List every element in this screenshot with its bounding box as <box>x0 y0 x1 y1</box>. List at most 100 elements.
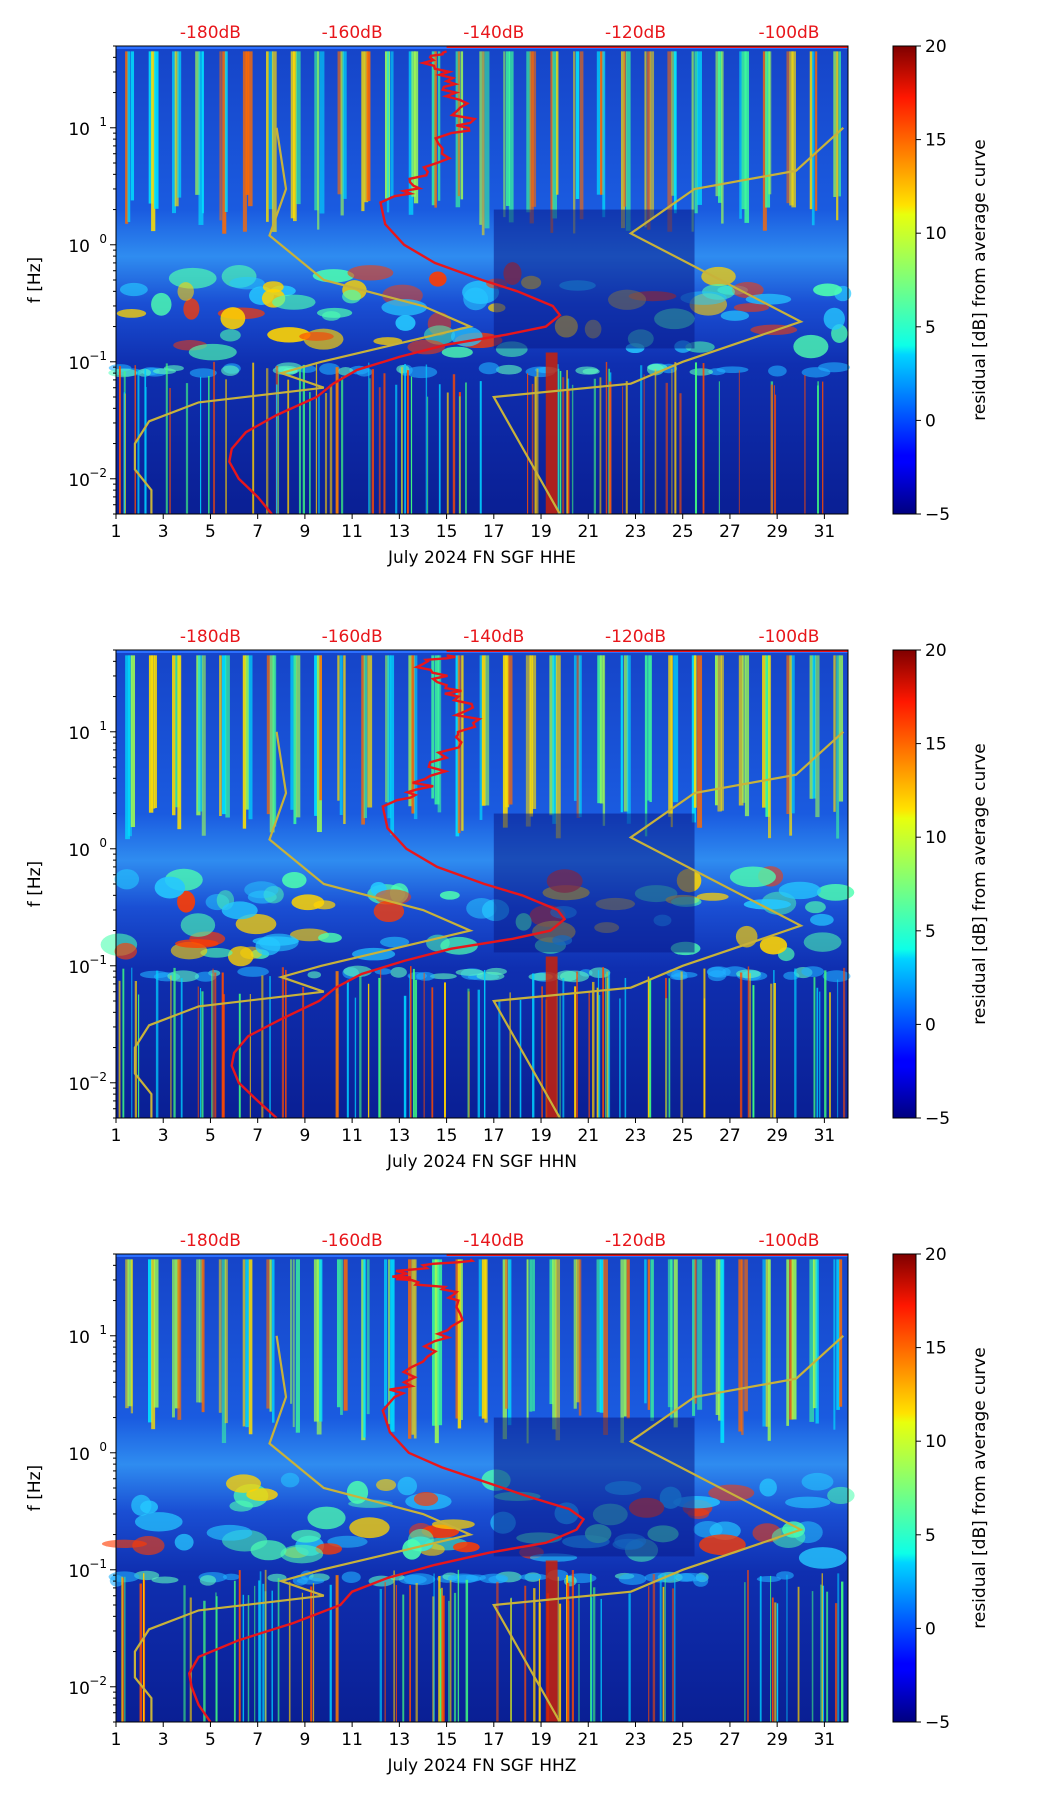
spectrogram-streak <box>507 1259 512 1426</box>
spectrogram-streak <box>532 655 537 809</box>
spectrogram-streak <box>411 51 416 197</box>
spectrogram-streak <box>767 1259 771 1441</box>
colorbar-tick-label: 5 <box>925 318 936 338</box>
spectrogram-streak <box>127 1259 133 1407</box>
spectrogram-streak <box>384 1259 388 1406</box>
colorbar-tick-label: 0 <box>925 411 936 431</box>
colorbar-tick-label: 20 <box>925 641 947 661</box>
spectrogram-streak <box>125 51 129 224</box>
microseism-blob <box>227 946 254 967</box>
microseism-blob <box>318 932 342 943</box>
spectrogram-streak <box>431 655 435 799</box>
spectrogram-streak <box>579 51 584 220</box>
spectrogram-streaks <box>125 51 841 236</box>
transient-line <box>438 1575 441 1722</box>
spectrogram-streak <box>455 1259 459 1419</box>
transient-line <box>592 1587 596 1722</box>
transient-line <box>238 993 241 1118</box>
spectrogram-streak <box>791 51 796 208</box>
microseism-blob <box>733 303 770 312</box>
microseism-blob <box>395 314 416 331</box>
microseism-blob <box>226 1474 262 1493</box>
spectrogram-streak <box>809 1259 815 1422</box>
spectrogram-streak <box>623 51 627 207</box>
microseism-blob <box>347 265 394 281</box>
y-tick-label: 10 <box>68 471 90 491</box>
colorbar: 20 15 10 5 0 −5 residual [dB] from average cur… <box>892 1245 990 1733</box>
transient-line <box>609 381 612 514</box>
spectrogram-streak <box>245 1259 250 1428</box>
spectrogram-streak <box>650 1259 654 1421</box>
microseism-blob <box>267 327 311 343</box>
microseism-blob <box>720 310 750 321</box>
microseism-blob <box>706 966 726 978</box>
y-tick-label: 10 <box>68 120 90 140</box>
spectrogram-streak <box>201 655 206 836</box>
spectrogram-streak <box>715 51 721 197</box>
y-tick-label: 10 <box>68 1445 90 1465</box>
x-tick-label: 17 <box>483 522 505 542</box>
microseism-blob <box>219 329 241 342</box>
spectrogram-streak <box>177 1259 182 1420</box>
microseism-blob <box>519 1573 549 1581</box>
spectrogram-streak <box>786 1259 790 1426</box>
spectrogram-streak <box>549 1259 554 1405</box>
spectrogram-streak <box>741 655 746 803</box>
spectrogram-streak <box>744 1259 748 1412</box>
y-tick-label: 10 <box>68 841 90 861</box>
top-db-label: -160dB <box>322 23 383 43</box>
spectrogram-streak <box>673 1259 678 1428</box>
microseism-blob <box>244 881 279 899</box>
spectrogram-streak <box>762 51 767 231</box>
transient-line <box>212 968 214 1118</box>
spectrogram-streak <box>437 655 442 813</box>
spectrogram-streak <box>836 51 839 221</box>
transient-line <box>536 368 539 514</box>
transient-line <box>252 362 255 514</box>
spectrogram-streak <box>668 655 672 817</box>
low-frequency-transients <box>118 956 846 1118</box>
microseism-blob <box>167 970 200 982</box>
microseism-blob <box>390 966 407 978</box>
transient-line <box>648 979 652 1118</box>
top-db-label: -140dB <box>463 23 524 43</box>
spectrogram-streak <box>484 1259 488 1423</box>
transient-line <box>384 1582 386 1722</box>
transient-line <box>118 366 121 514</box>
transient-line <box>301 1592 303 1722</box>
top-db-axis: -180dB -160dB -140dB -120dB -100dB <box>180 23 820 43</box>
y-axis-label: f [Hz] <box>25 1465 45 1511</box>
transient-line <box>759 1576 762 1722</box>
spectrogram-streak <box>148 655 154 813</box>
transient-line <box>371 369 375 514</box>
spectrogram-streak <box>714 655 718 806</box>
transient-line <box>324 393 328 514</box>
colorbar-tick-label: 10 <box>925 224 947 244</box>
top-db-label: -100dB <box>758 23 819 43</box>
x-tick-label: 5 <box>205 1730 216 1750</box>
transient-line <box>811 1591 814 1722</box>
spectrogram-streak <box>691 51 694 232</box>
microseism-blob <box>701 266 736 287</box>
transient-line <box>819 991 821 1118</box>
transient-line <box>203 1600 206 1722</box>
spectrogram-streak <box>694 51 698 214</box>
microseism-blob <box>229 1500 254 1512</box>
microseism-blob <box>341 1571 361 1583</box>
spectrogram-streak <box>485 655 490 806</box>
y-tick-exponent: −2 <box>89 466 107 480</box>
transient-line <box>199 376 202 514</box>
transient-line <box>449 1580 452 1722</box>
average-curve <box>230 654 567 1119</box>
spectrogram-streak <box>218 1259 222 1413</box>
transient-line <box>559 1603 562 1722</box>
transient-line <box>406 370 409 514</box>
transient-line <box>816 987 819 1118</box>
transient-line <box>378 977 381 1118</box>
spectrogram-streak <box>573 1259 577 1409</box>
transient-line <box>770 1575 772 1722</box>
spectrogram-streak <box>411 1259 415 1435</box>
average-curve <box>228 50 562 515</box>
microseism-blob <box>407 339 445 355</box>
